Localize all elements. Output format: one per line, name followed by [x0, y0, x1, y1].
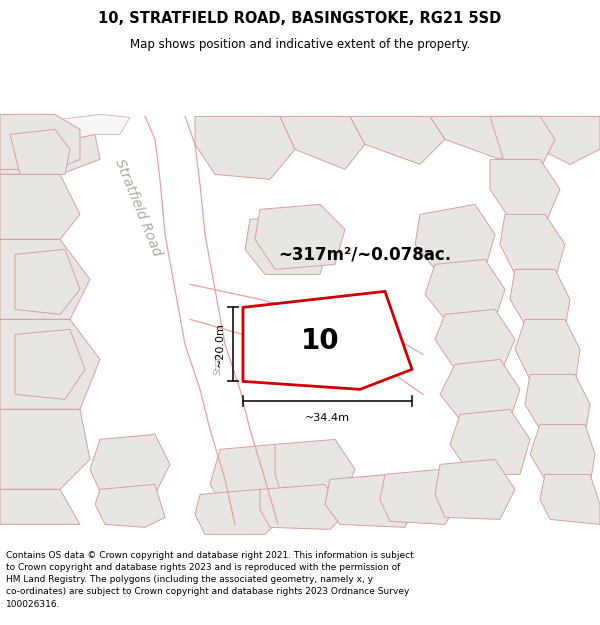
Text: ~317m²/~0.078ac.: ~317m²/~0.078ac. [278, 246, 452, 263]
Polygon shape [515, 319, 580, 384]
Polygon shape [415, 204, 495, 269]
Polygon shape [325, 474, 415, 528]
Polygon shape [95, 484, 165, 528]
Polygon shape [0, 119, 100, 174]
Polygon shape [255, 204, 345, 269]
Polygon shape [275, 439, 355, 504]
Polygon shape [15, 329, 85, 399]
Polygon shape [540, 474, 600, 524]
Text: ~20.0m: ~20.0m [215, 322, 225, 367]
Polygon shape [425, 259, 505, 319]
Polygon shape [0, 114, 80, 169]
Text: Contains OS data © Crown copyright and database right 2021. This information is : Contains OS data © Crown copyright and d… [6, 551, 414, 609]
Polygon shape [530, 424, 595, 484]
Polygon shape [500, 214, 565, 279]
Polygon shape [380, 469, 460, 524]
Polygon shape [260, 484, 345, 529]
Polygon shape [195, 116, 295, 179]
Polygon shape [510, 269, 570, 329]
Polygon shape [510, 116, 600, 164]
Polygon shape [430, 116, 520, 159]
Polygon shape [245, 214, 330, 274]
Polygon shape [0, 174, 80, 239]
Polygon shape [350, 116, 445, 164]
Polygon shape [280, 116, 365, 169]
Polygon shape [0, 489, 80, 524]
Polygon shape [0, 319, 100, 409]
Polygon shape [440, 359, 520, 419]
Text: 10, STRATFIELD ROAD, BASINGSTOKE, RG21 5SD: 10, STRATFIELD ROAD, BASINGSTOKE, RG21 5… [98, 11, 502, 26]
Text: Map shows position and indicative extent of the property.: Map shows position and indicative extent… [130, 38, 470, 51]
Polygon shape [435, 309, 515, 374]
Polygon shape [525, 374, 590, 434]
Text: Strat...: Strat... [214, 344, 223, 375]
Polygon shape [490, 116, 555, 169]
Text: 10: 10 [301, 328, 340, 356]
Polygon shape [0, 239, 90, 319]
Polygon shape [0, 114, 130, 139]
Polygon shape [90, 434, 170, 494]
Polygon shape [0, 409, 90, 489]
Text: Stratfield Road: Stratfield Road [112, 157, 164, 258]
Polygon shape [450, 409, 530, 474]
Polygon shape [10, 129, 70, 174]
Polygon shape [15, 249, 80, 314]
Text: ~34.4m: ~34.4m [305, 413, 350, 423]
Polygon shape [490, 159, 560, 224]
Polygon shape [195, 489, 280, 534]
Polygon shape [243, 291, 412, 389]
Polygon shape [210, 444, 295, 509]
Polygon shape [435, 459, 515, 519]
